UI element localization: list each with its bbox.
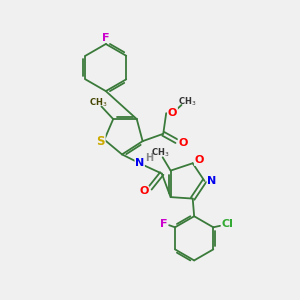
Text: Cl: Cl: [221, 219, 233, 229]
Text: O: O: [168, 108, 177, 118]
Text: F: F: [102, 32, 110, 43]
Text: O: O: [178, 138, 188, 148]
Text: S: S: [97, 135, 105, 148]
Text: O: O: [140, 186, 149, 196]
Text: CH$_3$: CH$_3$: [89, 97, 108, 109]
Text: H: H: [145, 153, 153, 163]
Text: CH$_3$: CH$_3$: [151, 146, 170, 159]
Text: O: O: [194, 155, 204, 165]
Text: CH$_3$: CH$_3$: [178, 96, 196, 108]
Text: F: F: [160, 219, 167, 229]
Text: N: N: [135, 158, 144, 168]
Text: N: N: [207, 176, 217, 186]
